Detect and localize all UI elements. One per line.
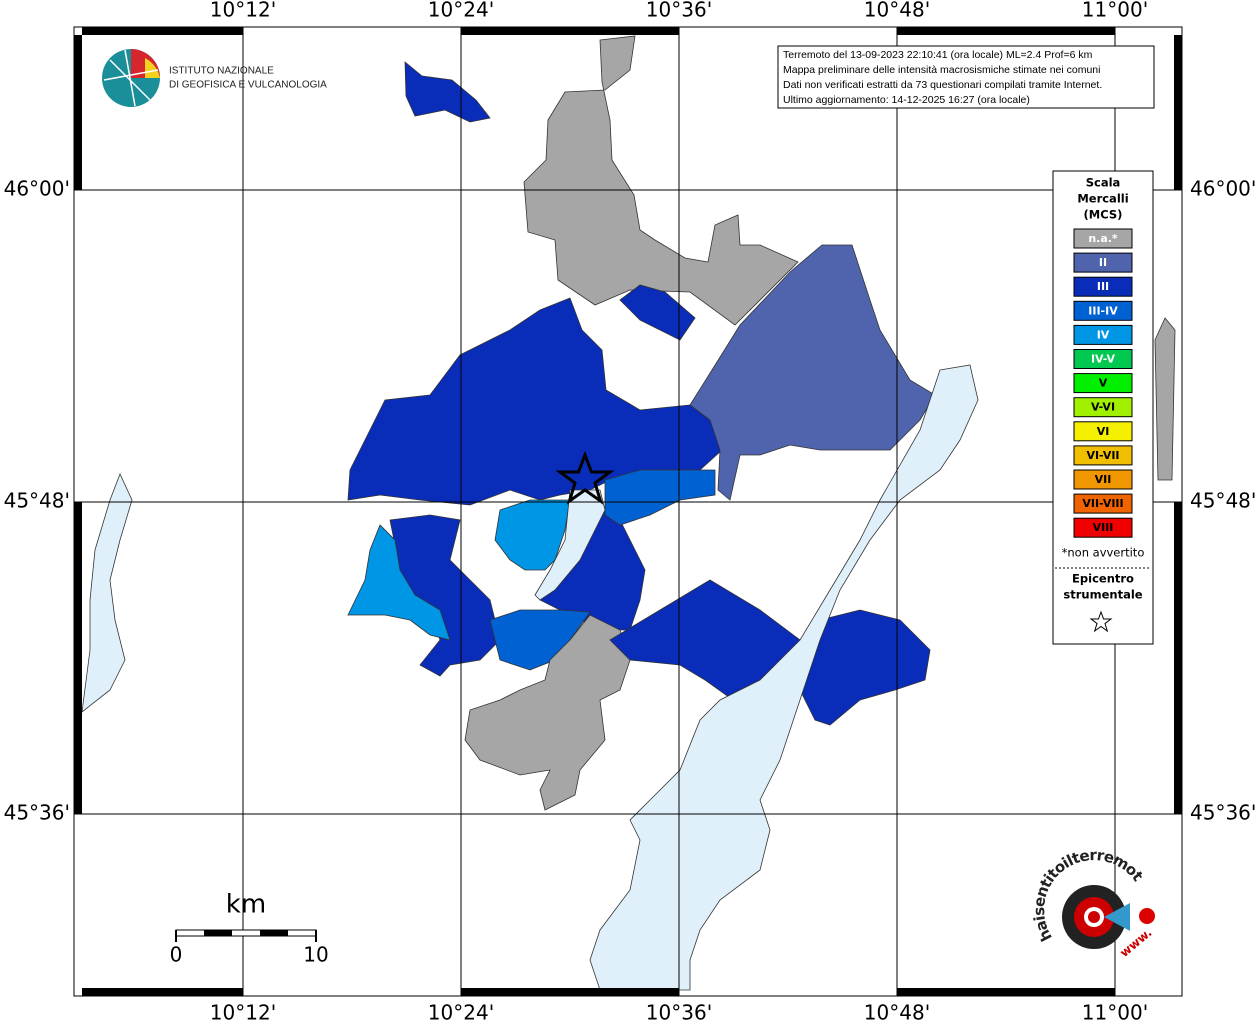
legend-footnote: *non avvertito bbox=[1062, 546, 1145, 560]
legend-swatch bbox=[1073, 373, 1133, 394]
scale-unit: km bbox=[226, 890, 266, 920]
lat-label: 45°36' bbox=[1190, 801, 1255, 825]
legend-label: V-VI bbox=[1091, 401, 1115, 414]
lon-label: 10°24' bbox=[428, 1001, 494, 1024]
legend-label: VIII bbox=[1093, 521, 1114, 534]
legend-title: (MCS) bbox=[1084, 208, 1123, 222]
legend-swatch bbox=[1073, 493, 1133, 514]
legend-label: III bbox=[1097, 280, 1109, 293]
legend-star bbox=[1089, 610, 1113, 633]
legend-swatch bbox=[1073, 517, 1133, 538]
lat-label: 46°00' bbox=[1190, 177, 1255, 201]
lake bbox=[534, 489, 606, 601]
lon-label: 10°12' bbox=[210, 1001, 276, 1024]
region bbox=[689, 244, 936, 501]
lon-label: 11°00' bbox=[1082, 0, 1148, 22]
lake bbox=[589, 364, 979, 991]
region bbox=[619, 284, 696, 341]
region bbox=[347, 524, 451, 641]
lon-label: 10°48' bbox=[864, 0, 930, 22]
scale-label: 10 bbox=[303, 943, 328, 967]
legend-label: VI-VII bbox=[1086, 449, 1119, 462]
logo-text: DI GEOFISICA E VULCANOLOGIA bbox=[169, 80, 327, 91]
info-line: Terremoto del 13-09-2023 22:10:41 (ora l… bbox=[783, 49, 1093, 61]
region bbox=[464, 614, 631, 811]
legend-swatch bbox=[1073, 300, 1133, 321]
lon-label: 11°00' bbox=[1082, 1001, 1148, 1024]
lon-label: 10°36' bbox=[646, 0, 712, 22]
legend-swatch bbox=[1073, 252, 1133, 273]
frame bbox=[73, 26, 1183, 997]
region bbox=[1154, 317, 1176, 481]
scale-bar: km 0 10 bbox=[170, 890, 329, 967]
legend-label: VII bbox=[1095, 473, 1112, 486]
logo-text: ISTITUTO NAZIONALE bbox=[169, 66, 274, 77]
legend-label: VII-VIII bbox=[1082, 497, 1123, 510]
regions bbox=[81, 35, 1176, 991]
lat-label: 45°36' bbox=[4, 801, 70, 825]
region bbox=[604, 469, 716, 526]
region bbox=[523, 35, 799, 326]
legend-epicenter: strumentale bbox=[1063, 588, 1142, 602]
lake bbox=[81, 472, 133, 713]
lon-label: 10°48' bbox=[864, 1001, 930, 1024]
legend-swatch bbox=[1073, 349, 1133, 369]
legend-label: IV-V bbox=[1091, 353, 1116, 366]
info-line: Mappa preliminare delle intensità macros… bbox=[783, 64, 1100, 76]
info-line: Dati non verificati estratti da 73 quest… bbox=[783, 79, 1102, 91]
info-line: Ultimo aggiornamento: 14-12-2025 16:27 (… bbox=[783, 94, 1030, 106]
region bbox=[609, 579, 931, 726]
region bbox=[494, 499, 571, 571]
lon-label: 10°36' bbox=[646, 1001, 712, 1024]
scale-label: 0 bbox=[170, 943, 183, 967]
legend-label: V bbox=[1099, 377, 1108, 390]
legend-label: n.a.* bbox=[1088, 232, 1118, 245]
legend-title: Mercalli bbox=[1077, 192, 1128, 206]
info-box: Terremoto del 13-09-2023 22:10:41 (ora l… bbox=[777, 45, 1155, 109]
lon-label: 10°12' bbox=[210, 0, 276, 22]
epicenter-star bbox=[555, 450, 615, 505]
legend-swatch bbox=[1073, 421, 1133, 442]
legend-swatch bbox=[1073, 228, 1133, 249]
lat-label: 45°48' bbox=[4, 489, 70, 513]
legend-label: IV bbox=[1097, 328, 1110, 341]
ingv-logo: ISTITUTO NAZIONALE DI GEOFISICA E VULCAN… bbox=[102, 49, 327, 107]
legend-swatch bbox=[1073, 469, 1133, 490]
lon-label: 10°24' bbox=[428, 0, 494, 22]
legend-title: Scala bbox=[1086, 176, 1121, 190]
legend-label: II bbox=[1099, 256, 1107, 269]
legend-swatch bbox=[1073, 397, 1133, 418]
legend-epicenter: Epicentro bbox=[1072, 572, 1134, 586]
legend-label: VI bbox=[1097, 425, 1110, 438]
legend: Scala Mercalli (MCS) *non avvertito Epic… bbox=[1052, 170, 1154, 645]
legend-swatch bbox=[1073, 276, 1133, 297]
legend-swatch bbox=[1073, 445, 1133, 466]
lat-label: 45°48' bbox=[1190, 489, 1255, 513]
lat-label: 46°00' bbox=[4, 177, 70, 201]
legend-label: III-IV bbox=[1088, 304, 1118, 317]
legend-swatch bbox=[1073, 324, 1133, 345]
region bbox=[404, 61, 491, 123]
